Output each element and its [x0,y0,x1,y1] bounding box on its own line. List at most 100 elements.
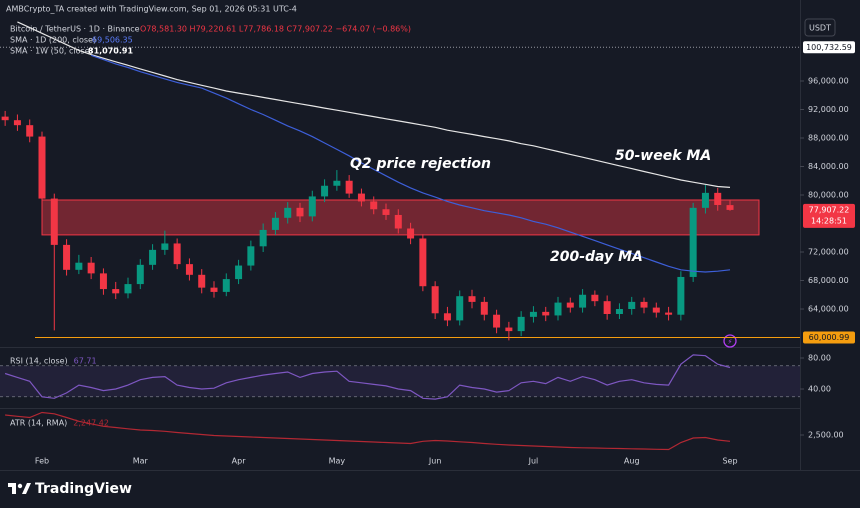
candle-body [529,311,537,317]
price-label-box [803,41,855,54]
x-tick-label: Mar [133,457,149,466]
price-label-box [803,203,855,228]
candle-body [665,312,673,315]
candle-body [456,296,464,321]
sma-200-value: 69,506.35 [92,36,133,45]
candle-body [38,136,46,199]
price-label-box [803,331,855,344]
y-tick-label: 64,000.00 [808,305,849,314]
candle-body [677,276,685,315]
candle-body [296,207,304,217]
candle-body [579,294,587,308]
candle-body [124,284,132,294]
x-tick-label: May [329,457,346,466]
candle-body [235,265,243,280]
candle-body [185,264,193,275]
price-label: 77,907.22 [809,205,850,214]
candle-body [431,286,439,314]
sma-50w-value: 81,070.91 [88,47,133,56]
ohlc: O78,581.30 H79,220.61 L77,786.18 C77,907… [140,25,411,34]
candle-body [357,193,365,202]
x-tick-label: Jun [428,457,442,466]
currency-label[interactable]: USDT [809,24,831,33]
series-annotation: 50-week MA [615,148,711,164]
y-tick-label: 40.00 [808,385,831,394]
candle-body [468,296,476,302]
sma-200-legend: SMA · 1D (200, close) [10,36,96,45]
candle-body [554,302,562,316]
candle-body [321,185,329,197]
candle-body [566,302,574,308]
x-tick-label: Sep [722,457,737,466]
series-line [17,21,731,188]
series-line [4,354,731,400]
candle-body [370,201,378,210]
brand: TradingView [35,481,132,497]
candle-body [259,229,267,247]
candle-body [443,313,451,321]
x-tick-label: Jul [528,457,539,466]
y-tick-label: 72,000.00 [808,248,849,257]
candle-body [419,238,427,287]
y-tick-label: 84,000.00 [808,162,849,171]
symbol: Bitcoin / TetherUS · 1D · Binance [10,25,140,34]
candle-body [247,246,255,266]
y-tick-label: 68,000.00 [808,276,849,285]
candle-body [517,316,525,332]
candle-body [210,287,218,292]
candle-body [99,273,107,290]
candle-body [615,309,623,315]
y-tick-label: 80.00 [808,353,831,362]
y-tick-label: 88,000.00 [808,134,849,143]
brand-logo [8,483,31,494]
candle-body [394,214,402,229]
candle-body [628,301,636,310]
alert-icon-glyph[interactable]: ⚡ [728,338,733,346]
series-line [90,54,731,273]
price-label: 100,732.59 [806,43,852,52]
indicator-legend: ATR (14, RMA) [10,419,67,428]
currency-button[interactable] [804,18,836,37]
candle-body [308,196,316,217]
x-tick-label: Aug [624,457,640,466]
rsi-band [0,365,800,397]
candle-body [63,244,71,270]
support-zone [41,199,760,236]
alert-icon[interactable] [723,334,737,348]
indicator-legend: RSI (14, close) [10,357,68,366]
logo-mark [22,483,31,494]
annotation: Q2 price rejection [350,156,491,172]
candle-body [75,262,83,270]
candle-body [50,198,58,245]
candle-body [542,311,550,316]
candle-body [493,314,501,328]
candle-body [382,209,390,215]
candle-body [726,205,734,210]
candle-body [112,289,120,294]
y-tick-label: 96,000.00 [808,76,849,85]
candle-body [701,192,709,208]
candle-body [1,116,9,121]
candle-body [407,228,415,239]
candle-body [173,243,181,265]
credit: AMBCrypto_TA created with TradingView.co… [6,5,297,14]
candle-body [149,249,157,265]
candle-body [271,217,279,230]
y-tick-label: 2,500.00 [808,431,844,440]
x-tick-label: Apr [232,457,247,466]
candle-body [136,264,144,285]
indicator-value: 67.71 [74,357,97,366]
countdown: 14:28:51 [811,216,847,225]
candle-body [689,207,697,277]
y-tick-label: 80,000.00 [808,191,849,200]
indicator-value: 2,247.42 [73,419,109,428]
candle-body [640,301,648,308]
sma-50w-legend: SMA · 1W (50, close) [10,47,93,56]
logo-mark [17,483,23,489]
candle-body [714,192,722,205]
candle-body [161,243,169,250]
candle-body [591,294,599,302]
